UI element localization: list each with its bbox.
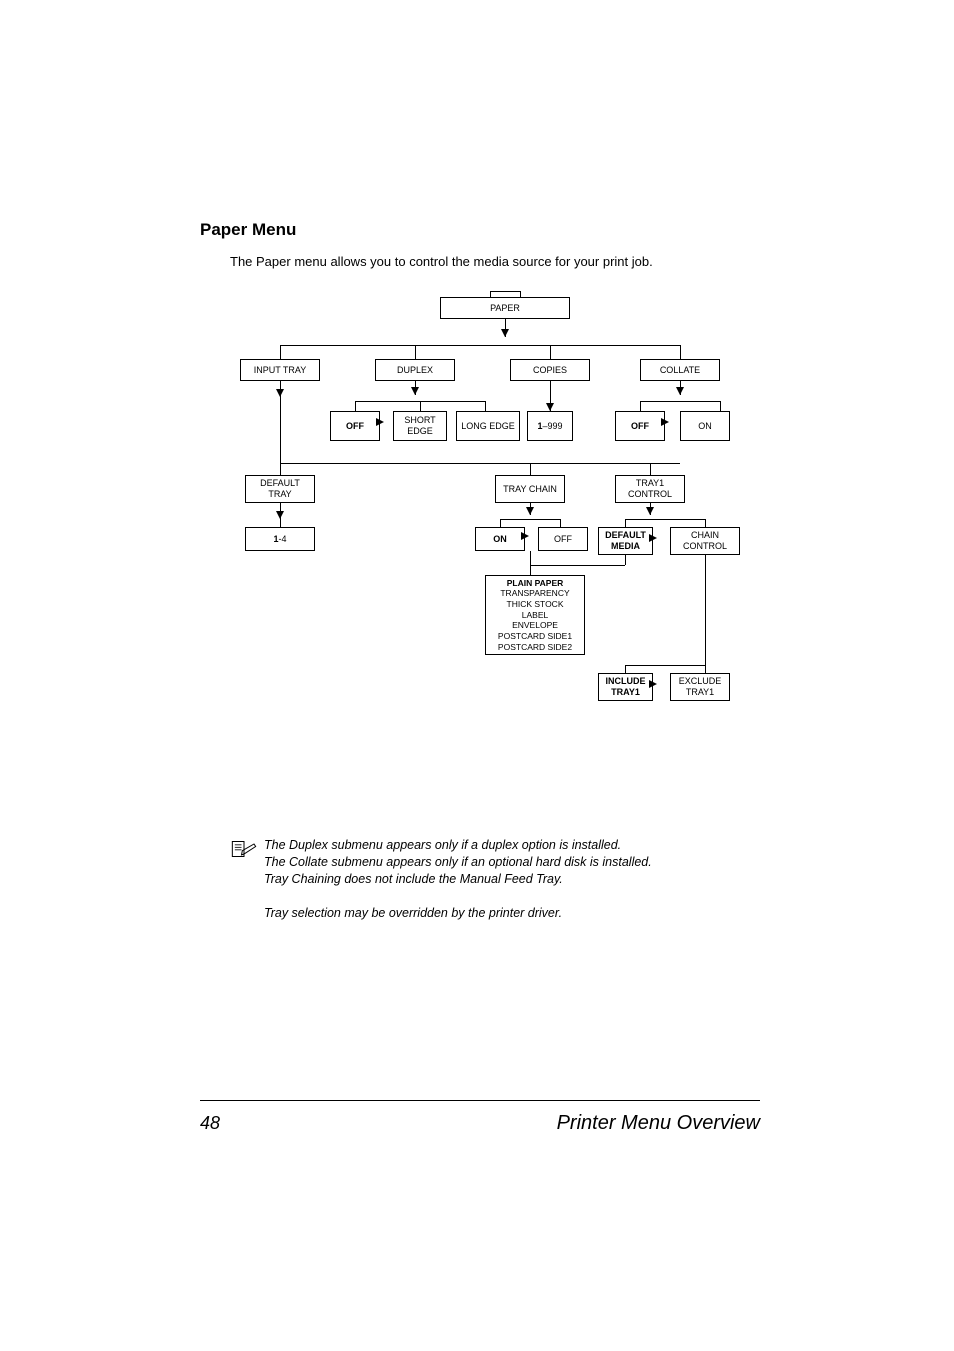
heading-paper-menu: Paper Menu xyxy=(200,220,760,240)
node-default-media: DEFAULT MEDIA xyxy=(598,527,653,555)
node-copies-range: 1–999 xyxy=(527,411,573,441)
node-duplex: DUPLEX xyxy=(375,359,455,381)
node-duplex-short: SHORT EDGE xyxy=(393,411,447,441)
page-number: 48 xyxy=(200,1113,220,1134)
node-collate: COLLATE xyxy=(640,359,720,381)
node-collate-off: OFF xyxy=(615,411,665,441)
note-line-1: The Duplex submenu appears only if a dup… xyxy=(264,837,652,854)
node-tray1-control: TRAY1 CONTROL xyxy=(615,475,685,503)
node-default-tray-range: 1-4 xyxy=(245,527,315,551)
footer-rule xyxy=(200,1100,760,1101)
note-block: The Duplex submenu appears only if a dup… xyxy=(230,837,760,888)
node-tray-chain: TRAY CHAIN xyxy=(495,475,565,503)
node-duplex-long: LONG EDGE xyxy=(456,411,520,441)
menu-diagram: PAPER INPUT TRAY DUPLEX COPIES COLLATE xyxy=(220,297,780,827)
node-media-list: PLAIN PAPER TRANSPARENCY THICK STOCK LAB… xyxy=(485,575,585,655)
node-default-tray: DEFAULT TRAY xyxy=(245,475,315,503)
node-paper: PAPER xyxy=(440,297,570,319)
node-chain-on: ON xyxy=(475,527,525,551)
intro-text: The Paper menu allows you to control the… xyxy=(230,254,760,269)
node-collate-on: ON xyxy=(680,411,730,441)
note-line-2: The Collate submenu appears only if an o… xyxy=(264,854,652,871)
node-chain-control: CHAIN CONTROL xyxy=(670,527,740,555)
node-chain-off: OFF xyxy=(538,527,588,551)
footer-title: Printer Menu Overview xyxy=(557,1112,760,1135)
note-line-3: Tray Chaining does not include the Manua… xyxy=(264,871,652,888)
note-2: Tray selection may be overridden by the … xyxy=(264,906,760,920)
node-duplex-off: OFF xyxy=(330,411,380,441)
node-copies: COPIES xyxy=(510,359,590,381)
node-exclude-tray1: EXCLUDE TRAY1 xyxy=(670,673,730,701)
node-include-tray1: INCLUDE TRAY1 xyxy=(598,673,653,701)
node-input-tray: INPUT TRAY xyxy=(240,359,320,381)
note-icon xyxy=(230,839,258,859)
